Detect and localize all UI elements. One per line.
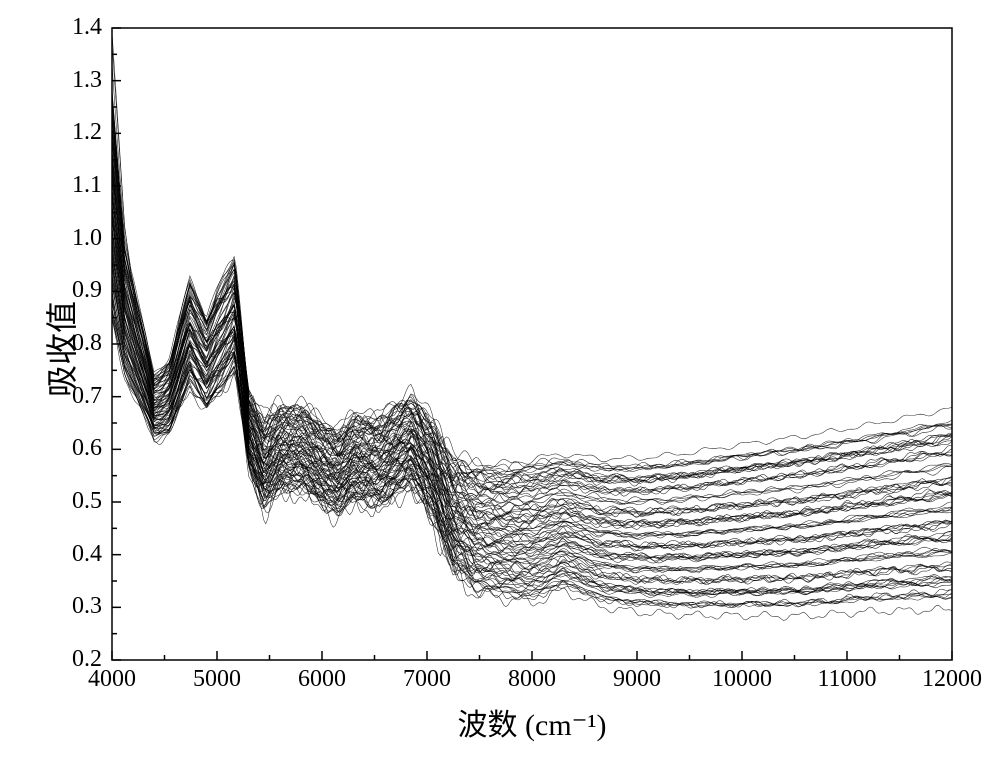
y-tick-label: 0.2 bbox=[54, 646, 102, 673]
x-tick-label: 5000 bbox=[177, 666, 257, 693]
x-tick-label: 9000 bbox=[597, 666, 677, 693]
y-tick-label: 1.3 bbox=[54, 67, 102, 94]
x-tick-label: 7000 bbox=[387, 666, 467, 693]
x-tick-label: 8000 bbox=[492, 666, 572, 693]
y-tick-label: 1.4 bbox=[54, 14, 102, 41]
y-tick-label: 0.8 bbox=[54, 330, 102, 357]
spectra-chart: 吸收值 波数 (cm⁻¹) 40005000600070008000900010… bbox=[0, 0, 1000, 770]
y-tick-label: 0.4 bbox=[54, 541, 102, 568]
plot-svg bbox=[0, 0, 1000, 770]
y-tick-label: 0.6 bbox=[54, 435, 102, 462]
y-tick-label: 0.7 bbox=[54, 383, 102, 410]
x-tick-label: 6000 bbox=[282, 666, 362, 693]
y-tick-label: 0.5 bbox=[54, 488, 102, 515]
y-tick-label: 0.3 bbox=[54, 593, 102, 620]
y-tick-label: 1.0 bbox=[54, 225, 102, 252]
y-tick-label: 1.2 bbox=[54, 119, 102, 146]
y-tick-label: 0.9 bbox=[54, 277, 102, 304]
y-tick-label: 1.1 bbox=[54, 172, 102, 199]
x-tick-label: 12000 bbox=[912, 666, 992, 693]
x-tick-label: 11000 bbox=[807, 666, 887, 693]
x-axis-label: 波数 (cm⁻¹) bbox=[402, 700, 662, 744]
x-tick-label: 10000 bbox=[702, 666, 782, 693]
